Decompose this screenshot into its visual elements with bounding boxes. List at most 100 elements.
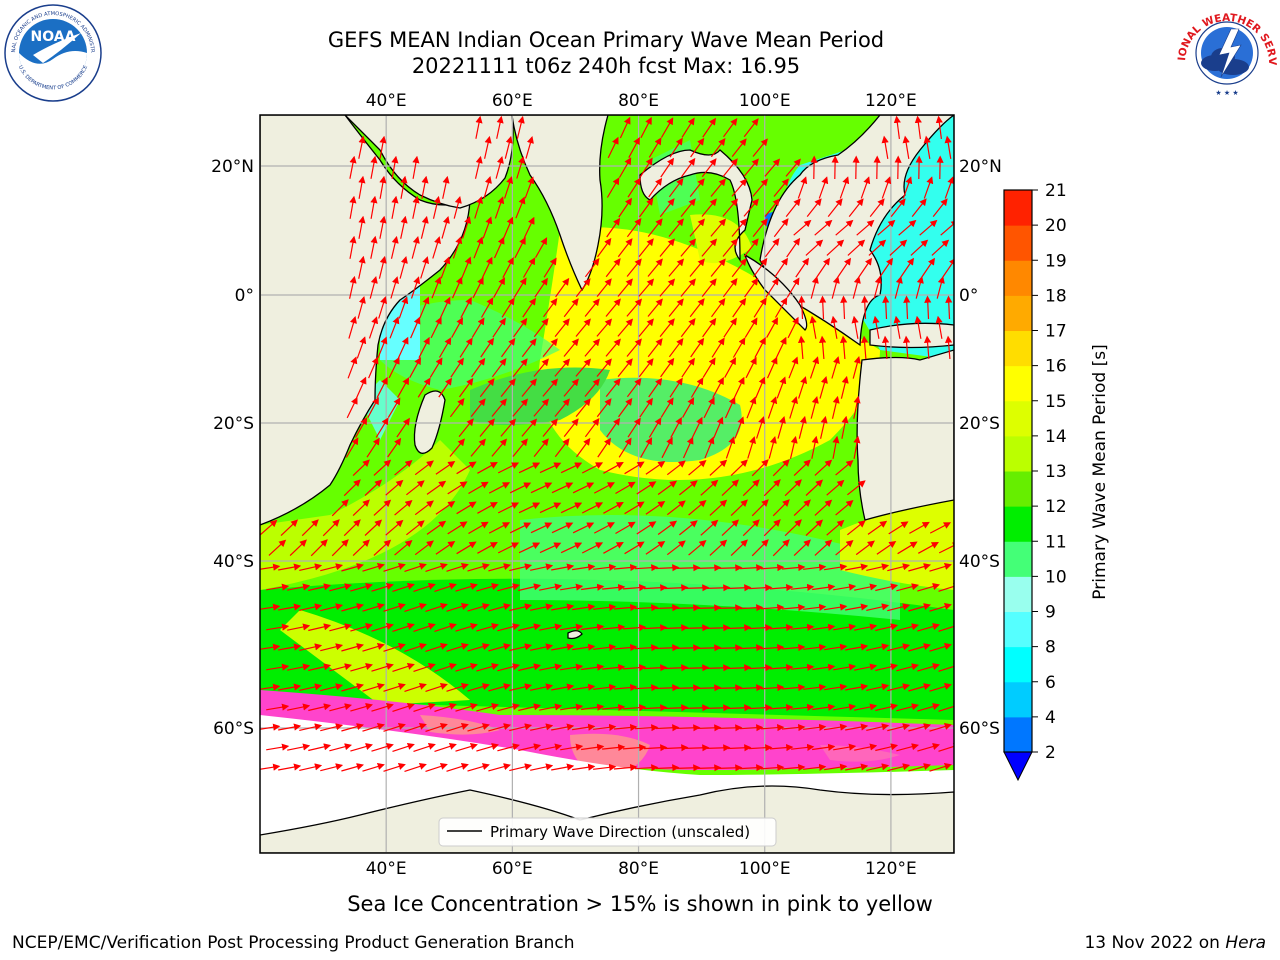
wave-arrow xyxy=(721,479,740,497)
wave-arrow xyxy=(602,623,626,632)
wave-arrow xyxy=(594,482,615,494)
wave-arrow xyxy=(803,723,827,731)
wave-arrow xyxy=(638,238,654,257)
wave-arrow xyxy=(369,276,378,299)
wave-arrow xyxy=(701,198,717,217)
wave-arrow xyxy=(851,315,859,339)
wave-arrow xyxy=(812,583,836,591)
wave-arrow xyxy=(477,462,498,474)
wave-arrow xyxy=(676,764,701,772)
wave-arrow xyxy=(539,703,563,711)
wave-arrow xyxy=(668,218,684,237)
wave-arrow xyxy=(539,743,563,751)
wave-arrow xyxy=(596,398,612,418)
wave-arrow xyxy=(830,315,838,339)
wave-arrow xyxy=(379,175,387,199)
wave-arrow xyxy=(352,499,370,517)
wave-arrow xyxy=(647,338,663,358)
wave-arrow xyxy=(655,684,680,692)
wave-arrow xyxy=(691,416,703,439)
wave-arrow xyxy=(491,398,507,417)
wave-arrow xyxy=(349,155,357,179)
wave-arrow xyxy=(455,623,478,632)
wave-arrow xyxy=(739,724,764,732)
wave-arrow xyxy=(581,703,605,711)
wave-arrow xyxy=(575,318,591,337)
wave-arrow xyxy=(551,522,574,534)
wave-arrow xyxy=(392,742,415,752)
wave-arrow xyxy=(773,178,789,197)
wave-arrow xyxy=(701,238,718,257)
wave-arrow xyxy=(768,436,777,459)
wave-arrow xyxy=(533,358,549,377)
wave-arrow xyxy=(572,763,596,771)
lon-label-top: 60°E xyxy=(492,91,533,111)
wave-arrow xyxy=(355,417,368,438)
colorbar-bin-18 xyxy=(1004,260,1032,296)
wave-arrow xyxy=(867,520,888,535)
wave-arrow xyxy=(781,683,806,692)
wave-arrow xyxy=(494,196,505,219)
wave-arrow xyxy=(866,683,890,691)
wave-arrow xyxy=(358,255,366,279)
wave-arrow xyxy=(786,277,800,298)
wave-arrow xyxy=(385,479,404,496)
wave-arrow xyxy=(791,583,815,592)
wave-arrow xyxy=(685,664,710,672)
wave-arrow xyxy=(404,562,427,572)
wave-arrow xyxy=(854,743,878,751)
wave-arrow xyxy=(909,521,930,534)
wave-arrow xyxy=(852,356,861,379)
wave-arrow xyxy=(680,238,697,257)
wave-arrow xyxy=(627,177,641,198)
wave-arrow xyxy=(727,584,752,592)
wave-arrow xyxy=(785,158,801,177)
wave-arrow xyxy=(504,135,513,159)
wave-arrow xyxy=(475,115,483,139)
wave-arrow xyxy=(560,663,584,671)
wave-arrow xyxy=(811,435,819,459)
wave-arrow xyxy=(607,136,619,159)
wave-arrow xyxy=(554,398,570,417)
wave-arrow xyxy=(509,763,533,772)
wave-arrow xyxy=(512,438,528,457)
wave-arrow xyxy=(370,155,378,179)
wave-arrow xyxy=(329,703,352,712)
wave-arrow xyxy=(539,623,563,631)
wave-arrow xyxy=(477,542,498,554)
colorbar-tick-label: 8 xyxy=(1045,638,1056,658)
wave-arrow xyxy=(727,664,752,672)
wave-arrow xyxy=(278,643,302,651)
wave-arrow xyxy=(518,462,541,474)
wave-arrow xyxy=(446,682,469,692)
wave-arrow xyxy=(603,542,624,554)
wave-arrow xyxy=(488,522,511,534)
wave-arrow xyxy=(875,583,899,592)
wave-arrow xyxy=(523,216,535,239)
wave-arrow xyxy=(742,519,760,537)
wave-arrow xyxy=(669,377,683,398)
wave-arrow xyxy=(915,276,924,299)
wave-arrow xyxy=(785,198,801,217)
wave-arrow xyxy=(414,460,434,476)
wave-arrow xyxy=(902,335,911,360)
wave-arrow xyxy=(713,416,724,439)
wave-arrow xyxy=(308,703,332,712)
wave-arrow xyxy=(739,764,764,772)
colorbar-bin-12 xyxy=(1004,471,1032,507)
wave-arrow xyxy=(551,723,575,731)
wave-arrow xyxy=(345,437,359,458)
wave-arrow xyxy=(764,198,780,217)
wave-arrow xyxy=(753,257,768,278)
wave-arrow xyxy=(371,663,394,672)
colorbar-tick-label: 9 xyxy=(1045,603,1056,623)
wave-arrow xyxy=(882,295,890,320)
colorbar-tick-label: 15 xyxy=(1045,392,1067,412)
wave-arrow xyxy=(763,479,781,497)
wave-arrow xyxy=(803,563,827,571)
wave-arrow xyxy=(446,602,469,612)
wave-arrow xyxy=(391,195,399,219)
wave-arrow xyxy=(689,258,705,277)
wave-arrow xyxy=(624,501,645,515)
